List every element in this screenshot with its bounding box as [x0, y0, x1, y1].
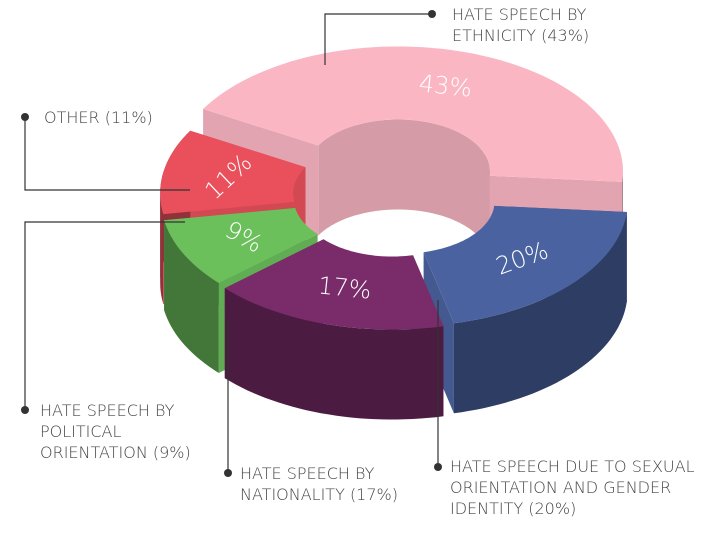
slice [164, 208, 318, 283]
slice-outer-wall [453, 212, 627, 414]
callout: HATE SPEECH DUE TO SEXUAL ORIENTATION AN… [450, 457, 695, 518]
callout: HATE SPEECH BY NATIONALITY (17%) [240, 464, 398, 504]
leaders [21, 10, 442, 477]
slice [203, 46, 623, 182]
leader-dot [434, 463, 442, 471]
donut: 43%11%9% 20%17% [160, 46, 627, 420]
slice-value-label: 43% [418, 69, 474, 102]
callout: OTHER (11%) [44, 108, 153, 127]
leader-dot [224, 469, 232, 477]
slice-outer-wall [224, 288, 444, 420]
leader-dot [21, 113, 29, 121]
slice-value-label: 17% [317, 271, 373, 304]
slice [224, 239, 444, 330]
leader-dot [428, 10, 436, 18]
slice-outer-wall [164, 220, 219, 373]
leader-line [24, 221, 185, 410]
leader-line [24, 117, 190, 191]
leader-line [324, 13, 432, 65]
slice [160, 130, 306, 215]
slice-inner-wall [318, 119, 490, 262]
callout: HATE SPEECH BY ETHNICITY (43%) [452, 5, 590, 45]
slice [423, 205, 627, 324]
leader-dot [21, 406, 29, 414]
callout: HATE SPEECH BY POLITICAL ORIENTATION (9%… [40, 401, 191, 462]
